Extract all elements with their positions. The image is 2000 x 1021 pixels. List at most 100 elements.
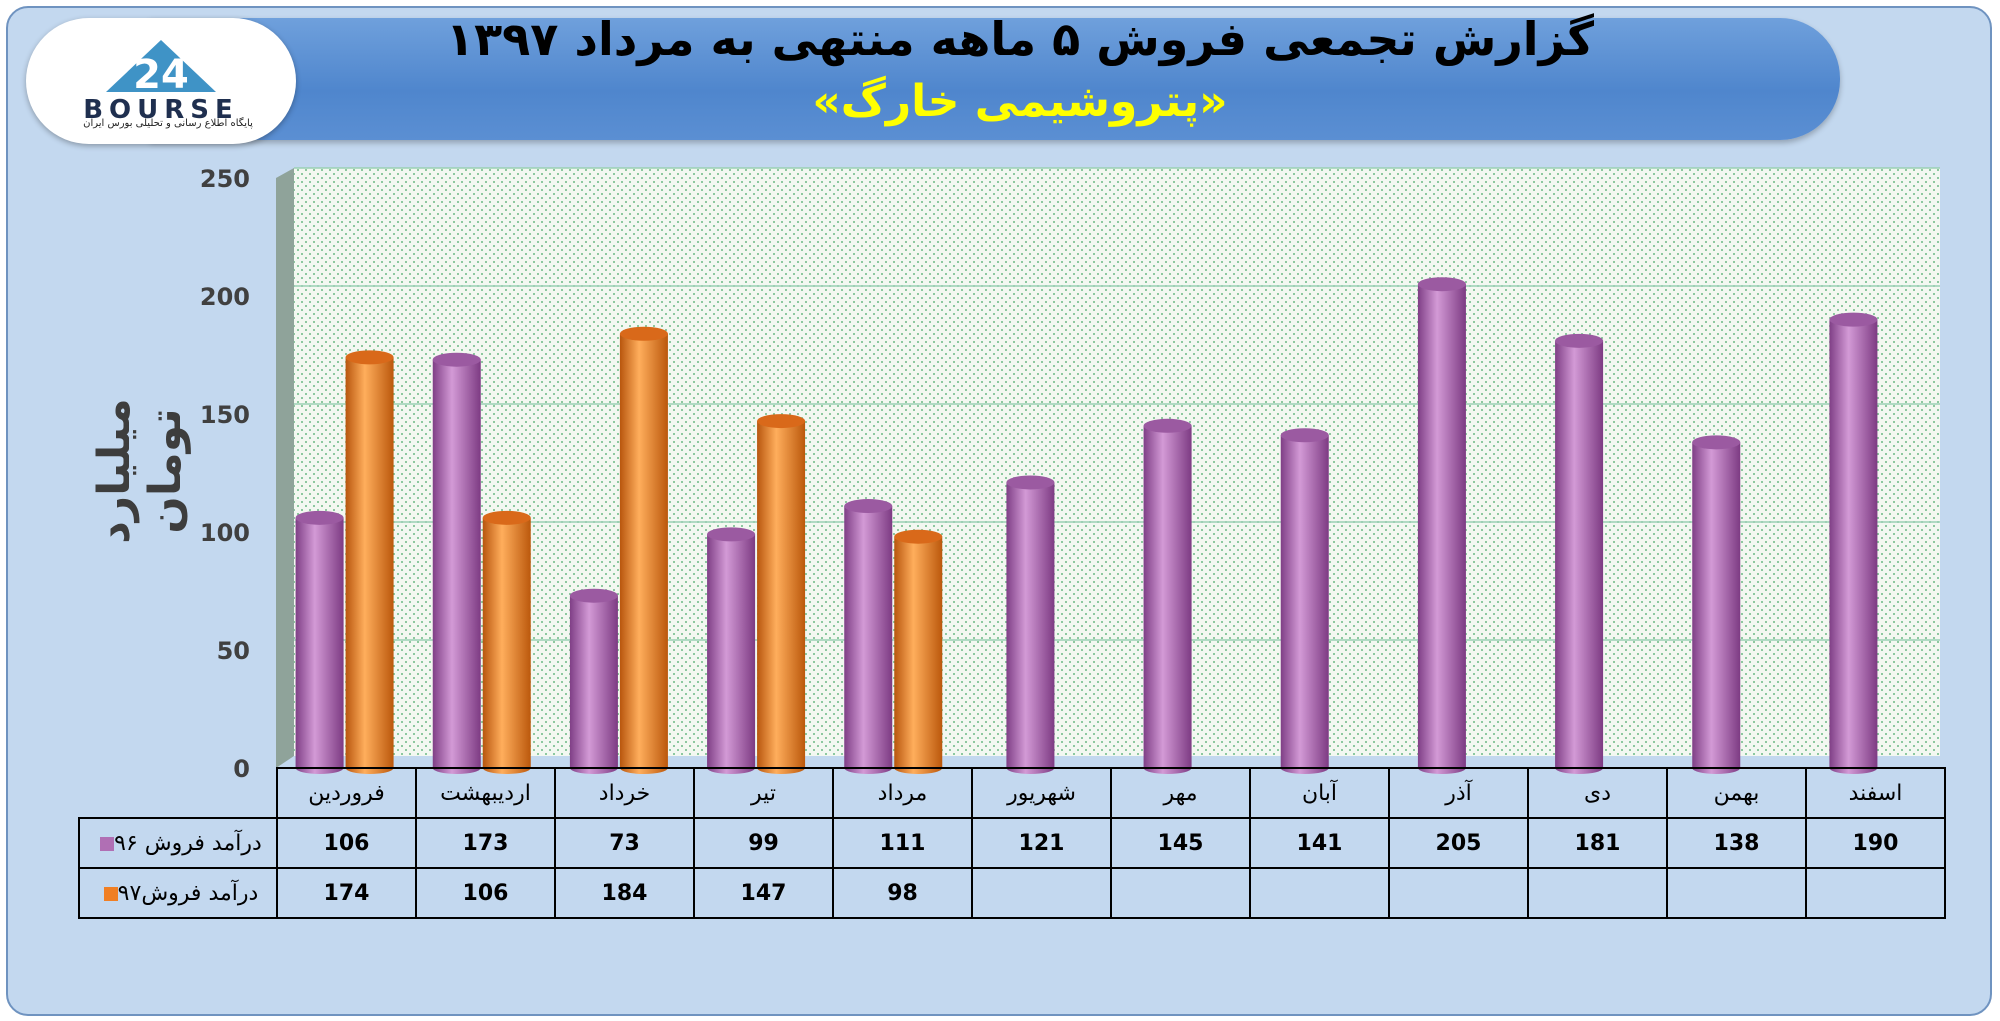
data-value [1666, 867, 1807, 919]
table-header-row: فروردین اردیبهشت خرداد تیر مرداد شهریور مهر آبا… [79, 767, 1946, 819]
title-banner [150, 18, 1840, 140]
bar-top [482, 510, 531, 525]
table-row: درآمد فروش ۹۶ 106 173 73 99 111 121 145 141 205 18… [78, 817, 1946, 869]
category-label: آذر [1388, 767, 1529, 819]
bar-body [619, 333, 668, 768]
logo-text: BOURSE [83, 95, 239, 125]
y-tick-label: 50 [217, 637, 250, 665]
bar-top [1006, 475, 1055, 490]
bar-top [707, 527, 756, 542]
bar-series1 [295, 510, 344, 774]
bar-body [345, 357, 394, 768]
category-label: اردیبهشت [415, 767, 556, 819]
category-label: خرداد [554, 767, 695, 819]
data-value: 138 [1666, 817, 1807, 869]
bar-body [1280, 435, 1329, 768]
y-tick-label: 150 [200, 401, 250, 429]
bar-body [1143, 425, 1192, 768]
data-value [1527, 867, 1668, 919]
bar-body [1555, 340, 1604, 768]
bar-series1 [1829, 312, 1878, 774]
legend-swatch [103, 886, 118, 901]
bar-series1 [569, 588, 618, 774]
category-label: شهریور [971, 767, 1112, 819]
bar-body [1829, 319, 1878, 768]
bar-top [1280, 428, 1329, 443]
bar-top [757, 414, 806, 429]
bar-top [1692, 435, 1741, 450]
data-value: 174 [276, 867, 417, 919]
bar-top [894, 529, 943, 544]
data-value [1805, 867, 1946, 919]
table-row: درآمد فروش۹۷ 174 106 184 147 98 [78, 867, 1946, 919]
bar-series1 [707, 527, 756, 774]
data-value [971, 867, 1112, 919]
category-label: آبان [1249, 767, 1390, 819]
bar-top [1829, 312, 1878, 327]
bar-body [757, 421, 806, 768]
y-tick-label: 100 [200, 519, 250, 547]
y-tick-label: 200 [200, 283, 250, 311]
bar-top [569, 588, 618, 603]
bar-top [1555, 333, 1604, 348]
data-value [1388, 867, 1529, 919]
bar-top [1417, 277, 1466, 292]
series-name: درآمد فروش۹۷ [117, 880, 259, 906]
bar-body [894, 536, 943, 768]
data-value: 184 [554, 867, 695, 919]
category-label: مهر [1110, 767, 1251, 819]
data-value [1110, 867, 1251, 919]
category-label: دی [1527, 767, 1668, 819]
data-table: فروردین اردیبهشت خرداد تیر مرداد شهریور مهر آبا… [78, 767, 1946, 919]
bar-series1 [432, 352, 481, 774]
bar-series2 [619, 326, 668, 774]
series-legend-cell: درآمد فروش۹۷ [78, 867, 278, 919]
data-value: 106 [415, 867, 556, 919]
logo-graphic: 24 BOURSE [83, 40, 239, 125]
bar-body [844, 506, 893, 768]
chart-title: گزارش تجمعی فروش ۵ ماهه منتهی به مرداد ۱… [446, 12, 1594, 66]
data-value: 190 [1805, 817, 1946, 869]
table-corner [79, 768, 278, 819]
logo-number: 24 [133, 52, 189, 98]
bar-top [432, 352, 481, 367]
bar-top [619, 326, 668, 341]
bar-series1 [844, 499, 893, 774]
data-value: 181 [1527, 817, 1668, 869]
bar-body [295, 517, 344, 768]
legend-swatch [100, 836, 115, 851]
series-legend-cell: درآمد فروش ۹۶ [78, 817, 278, 869]
bar-series1 [1006, 475, 1055, 774]
bar-body [482, 517, 531, 768]
data-value: 145 [1110, 817, 1251, 869]
bar-top [295, 510, 344, 525]
data-value: 106 [276, 817, 417, 869]
bar-body [432, 359, 481, 768]
plot-side-wall [276, 168, 294, 768]
data-value: 73 [554, 817, 695, 869]
bar-series1 [1692, 435, 1741, 774]
data-value: 173 [415, 817, 556, 869]
bar-series2 [482, 510, 531, 774]
bar-top [345, 350, 394, 365]
data-value: 141 [1249, 817, 1390, 869]
y-tick-label: 250 [200, 165, 250, 193]
logo-triangle [106, 40, 216, 92]
data-value: 98 [832, 867, 973, 919]
category-label: اسفند [1805, 767, 1946, 819]
bar-body [569, 595, 618, 768]
bar-series1 [1280, 428, 1329, 774]
bourse24-logo: 24 BOURSE پایگاه اطلاع رسانی و تحلیلی بو… [26, 18, 296, 144]
data-value: 111 [832, 817, 973, 869]
bar-top [844, 499, 893, 514]
category-label: تیر [693, 767, 834, 819]
bar-series2 [757, 414, 806, 774]
chart-subtitle: «پتروشیمی خارگ» [812, 76, 1228, 127]
bar-series2 [345, 350, 394, 774]
category-label: بهمن [1666, 767, 1807, 819]
bar-body [1692, 442, 1741, 768]
logo-tagline: پایگاه اطلاع رسانی و تحلیلی بورس ایران [83, 118, 253, 129]
data-value: 99 [693, 817, 834, 869]
bar-series1 [1417, 277, 1466, 774]
